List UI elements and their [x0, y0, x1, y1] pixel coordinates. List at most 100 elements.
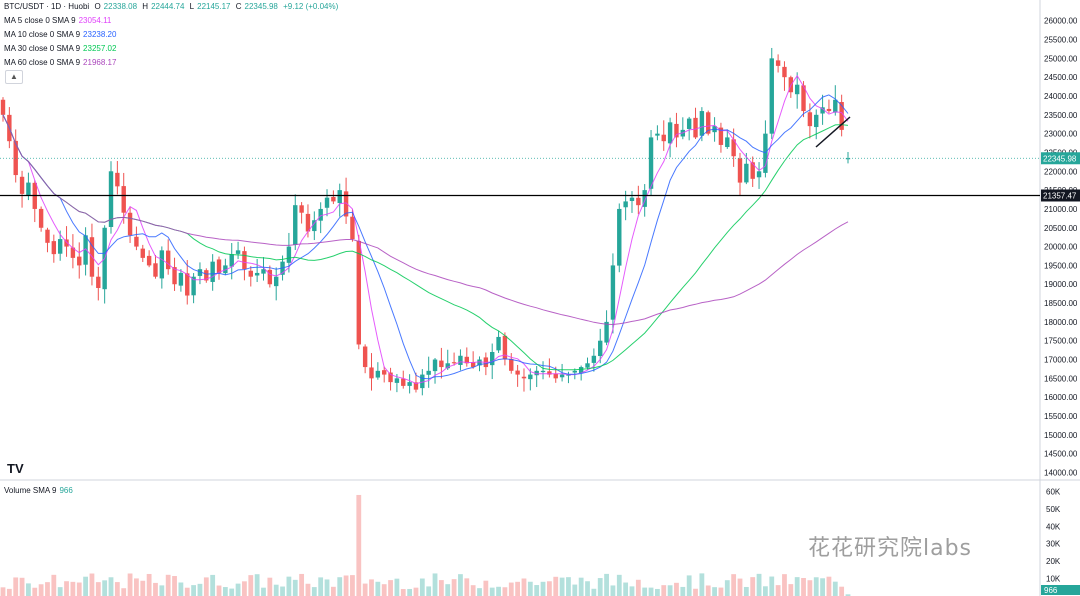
- volume-bar: [807, 580, 813, 596]
- candle-body: [382, 370, 387, 375]
- candle-body: [502, 335, 508, 360]
- candle-body: [286, 246, 292, 263]
- volume-bar: [369, 579, 374, 596]
- candle-body: [591, 355, 597, 363]
- volume-bar: [292, 579, 298, 596]
- candle-body: [96, 276, 101, 288]
- volume-label: Volume SMA 9: [4, 486, 57, 495]
- candle-body: [146, 255, 152, 266]
- candle-body: [299, 205, 304, 213]
- ma10-legend[interactable]: MA 10 close 0 SMA 9 23238.20: [4, 28, 119, 42]
- volume-legend[interactable]: Volume SMA 9 966: [4, 484, 76, 498]
- ma60-legend[interactable]: MA 60 close 0 SMA 9 21968.17: [4, 56, 119, 70]
- volume-tick-label: 40K: [1046, 522, 1061, 531]
- volume-bar: [343, 575, 349, 596]
- volume-bar: [451, 579, 457, 596]
- candle-body: [540, 370, 546, 373]
- last-price-badge: [1041, 152, 1080, 165]
- candle-body: [134, 236, 139, 247]
- volume-bar: [845, 594, 851, 596]
- volume-last-label: 966: [1044, 586, 1058, 595]
- candle-body: [826, 108, 832, 112]
- candle-body: [331, 196, 336, 202]
- volume-bar: [64, 581, 69, 596]
- close-label: C: [235, 2, 242, 11]
- candle-body: [648, 137, 654, 189]
- price-tick-label: 25000.00: [1044, 54, 1078, 63]
- volume-bar: [197, 583, 203, 596]
- candle-body: [172, 267, 177, 285]
- candle-body: [26, 182, 31, 196]
- candle-body: [477, 359, 482, 366]
- candle-body: [559, 374, 565, 378]
- volume-bar: [102, 580, 108, 596]
- volume-bar: [26, 583, 31, 596]
- volume-bar: [324, 579, 330, 596]
- volume-bar: [699, 573, 705, 596]
- candle-body: [706, 112, 711, 134]
- volume-bar: [388, 580, 393, 596]
- ma60-value: 21968.17: [83, 58, 117, 67]
- candle-body: [413, 382, 419, 390]
- volume-bar: [521, 578, 527, 596]
- candle-body: [725, 137, 730, 148]
- candle-body: [432, 359, 438, 372]
- candle-body: [820, 107, 825, 114]
- support-price-badge: [1041, 189, 1080, 202]
- candle-body: [572, 370, 578, 373]
- price-tick-label: 16000.00: [1044, 393, 1078, 402]
- candle-body: [261, 269, 266, 274]
- candle-body: [534, 370, 539, 376]
- price-tick-label: 14000.00: [1044, 468, 1078, 477]
- candle-body: [756, 171, 762, 178]
- candle-body: [807, 112, 813, 127]
- chevron-up-icon[interactable]: ▲: [5, 70, 23, 84]
- price-tick-label: 21000.00: [1044, 205, 1078, 214]
- change-value: +9.12 (+0.04%): [283, 2, 339, 11]
- volume-bar: [375, 581, 381, 596]
- volume-bar: [496, 586, 501, 596]
- open-label: O: [94, 2, 101, 11]
- ma30-legend[interactable]: MA 30 close 0 SMA 9 23257.02: [4, 42, 119, 56]
- volume-bar: [839, 586, 845, 596]
- price-tick-label: 14500.00: [1044, 450, 1078, 459]
- watermark-text: 花花研究院labs: [808, 536, 973, 561]
- volume-bar: [0, 587, 6, 596]
- candle-body: [769, 58, 774, 134]
- volume-bar: [172, 576, 177, 596]
- volume-bar: [32, 587, 38, 596]
- volume-bar: [546, 581, 552, 596]
- ma10-value: 23238.20: [83, 30, 117, 39]
- candle-body: [420, 374, 425, 389]
- candle-body: [38, 208, 44, 228]
- trend-line-drawing: [815, 116, 851, 148]
- candle-body: [794, 84, 800, 95]
- tradingview-logo: TV: [7, 461, 24, 476]
- candle-body: [305, 213, 311, 232]
- volume-bar: [763, 586, 768, 596]
- candle-body: [439, 360, 444, 368]
- candle-body: [229, 254, 234, 267]
- candle-body: [343, 191, 349, 217]
- volume-bar: [114, 582, 120, 596]
- candle-body: [273, 276, 279, 287]
- candle-body: [553, 373, 558, 379]
- candle-body: [642, 190, 647, 207]
- ma10-label: MA 10 close 0 SMA 9: [4, 30, 81, 39]
- price-tick-label: 18000.00: [1044, 318, 1078, 327]
- volume-bar: [140, 580, 146, 596]
- volume-bar: [203, 577, 209, 596]
- volume-bar: [737, 578, 743, 596]
- volume-bar: [165, 574, 171, 596]
- volume-bar: [502, 587, 508, 596]
- symbol-title: BTC/USDT · 1D · Huobi: [4, 2, 90, 11]
- candle-body: [197, 269, 203, 276]
- candle-body: [267, 269, 273, 285]
- candle-body: [83, 235, 88, 265]
- candle-body: [604, 321, 609, 343]
- high-value: 22444.74: [151, 2, 185, 11]
- volume-bar: [489, 587, 495, 596]
- volume-bar: [604, 573, 609, 596]
- ma5-legend[interactable]: MA 5 close 0 SMA 9 23054.11: [4, 14, 114, 28]
